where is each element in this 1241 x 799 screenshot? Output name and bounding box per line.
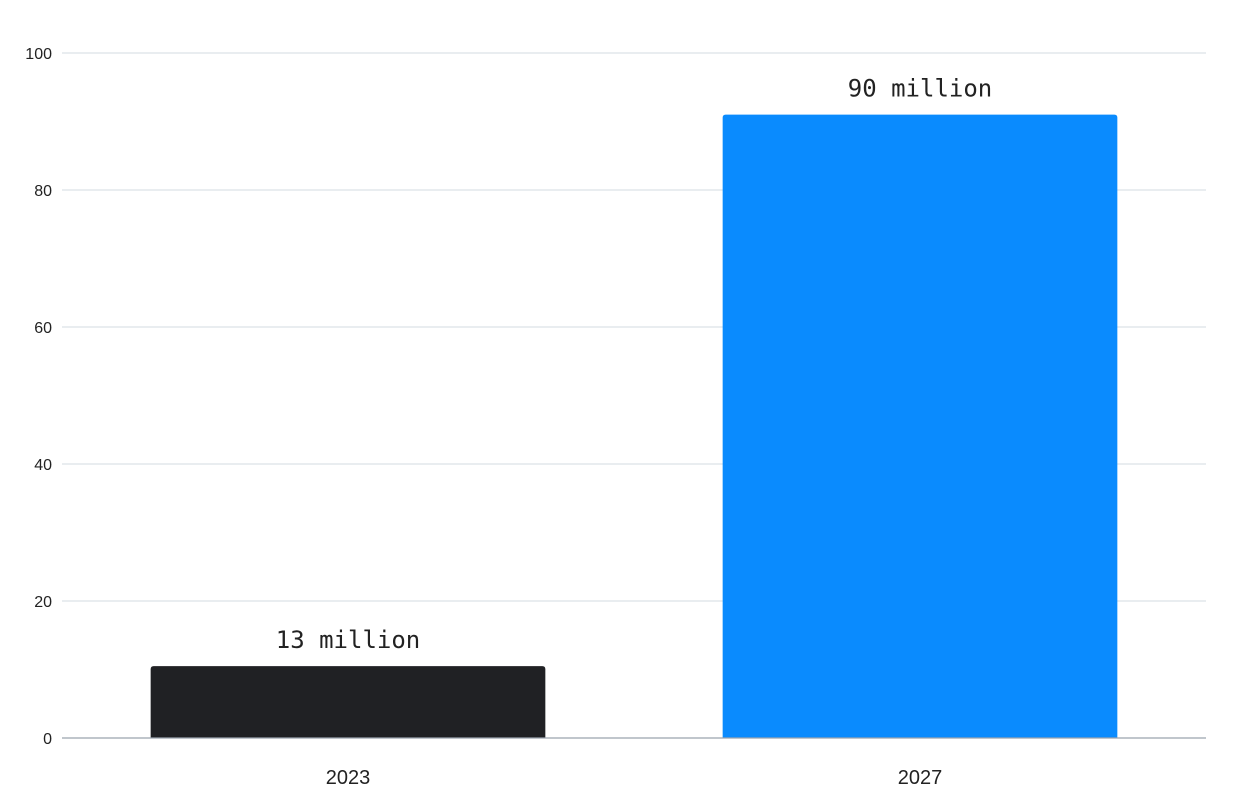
bars bbox=[150, 114, 1118, 738]
y-tick-label-60: 60 bbox=[34, 320, 52, 337]
bar-2023 bbox=[150, 666, 546, 738]
data-labels: 13 million 90 million bbox=[276, 75, 993, 654]
data-label-2027: 90 million bbox=[848, 75, 993, 103]
data-label-2023: 13 million bbox=[276, 626, 421, 654]
y-tick-label-20: 20 bbox=[34, 594, 52, 611]
y-tick-label-100: 100 bbox=[25, 46, 52, 63]
x-tick-label-2027: 2027 bbox=[898, 767, 943, 789]
bar-2027 bbox=[722, 114, 1118, 738]
y-tick-label-0: 0 bbox=[43, 731, 52, 748]
x-axis-tick-labels: 2023 2027 bbox=[326, 767, 943, 789]
y-axis-tick-labels: 0 20 40 60 80 100 bbox=[25, 46, 52, 748]
y-tick-label-80: 80 bbox=[34, 183, 52, 200]
y-tick-label-40: 40 bbox=[34, 457, 52, 474]
x-tick-label-2023: 2023 bbox=[326, 767, 371, 789]
